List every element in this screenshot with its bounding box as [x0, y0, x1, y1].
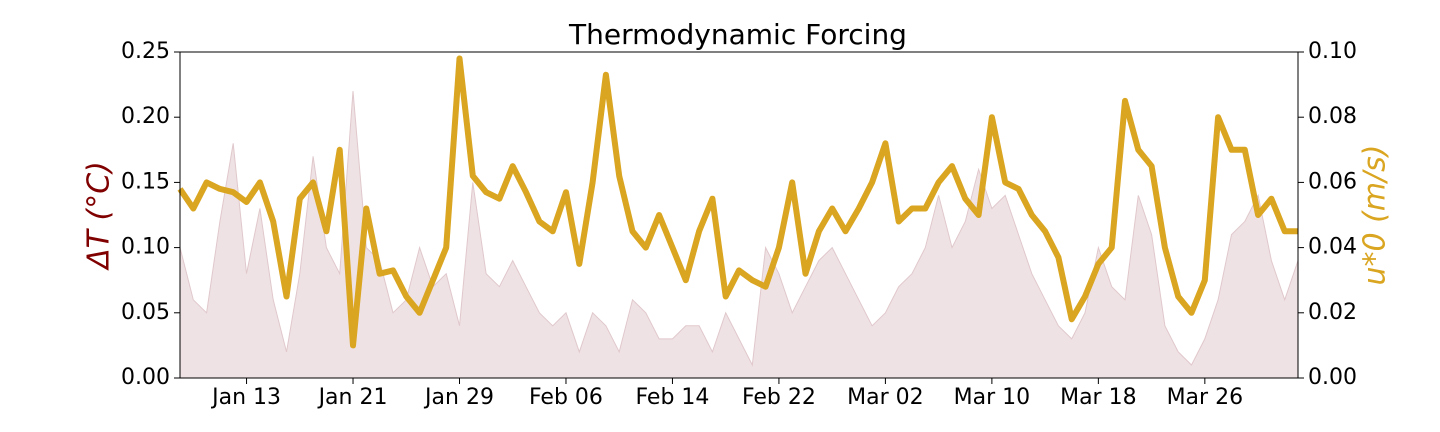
x-tick-label: Feb 22 [742, 385, 816, 410]
line [177, 55, 1298, 349]
y-tick-label: 0.00 [121, 365, 170, 390]
x-tick-label: Jan 21 [317, 385, 388, 410]
plot-frame [179, 51, 1299, 379]
y2-tick-label: 0.06 [1308, 169, 1357, 194]
x-tick-label: Mar 02 [847, 385, 924, 410]
x-tick-label: Jan 13 [210, 385, 281, 410]
x-tick-label: Mar 10 [954, 385, 1031, 410]
x-tick-label: Feb 06 [529, 385, 603, 410]
chart-title: Thermodynamic Forcing [568, 18, 907, 51]
y-tick-label: 0.10 [121, 235, 170, 260]
y2-tick-label: 0.04 [1308, 235, 1357, 260]
x-tick-label: Mar 18 [1060, 385, 1137, 410]
y2-axis-label: u*0 (m/s) [1358, 144, 1393, 285]
x-tick-label: Mar 26 [1167, 385, 1244, 410]
y2-tick-label: 0.10 [1308, 39, 1357, 64]
y-axis-label: ΔT (°C) [82, 161, 117, 271]
x-tick-label: Jan 29 [423, 385, 494, 410]
y-tick-label: 0.15 [121, 169, 170, 194]
y-tick-label: 0.05 [121, 300, 170, 325]
y2-tick-label: 0.00 [1308, 365, 1357, 390]
y2-tick-label: 0.08 [1308, 104, 1357, 129]
y-tick-label: 0.20 [121, 104, 170, 129]
y2-tick-label: 0.02 [1308, 300, 1357, 325]
x-tick-label: Feb 14 [635, 385, 709, 410]
y-tick-label: 0.25 [121, 39, 170, 64]
